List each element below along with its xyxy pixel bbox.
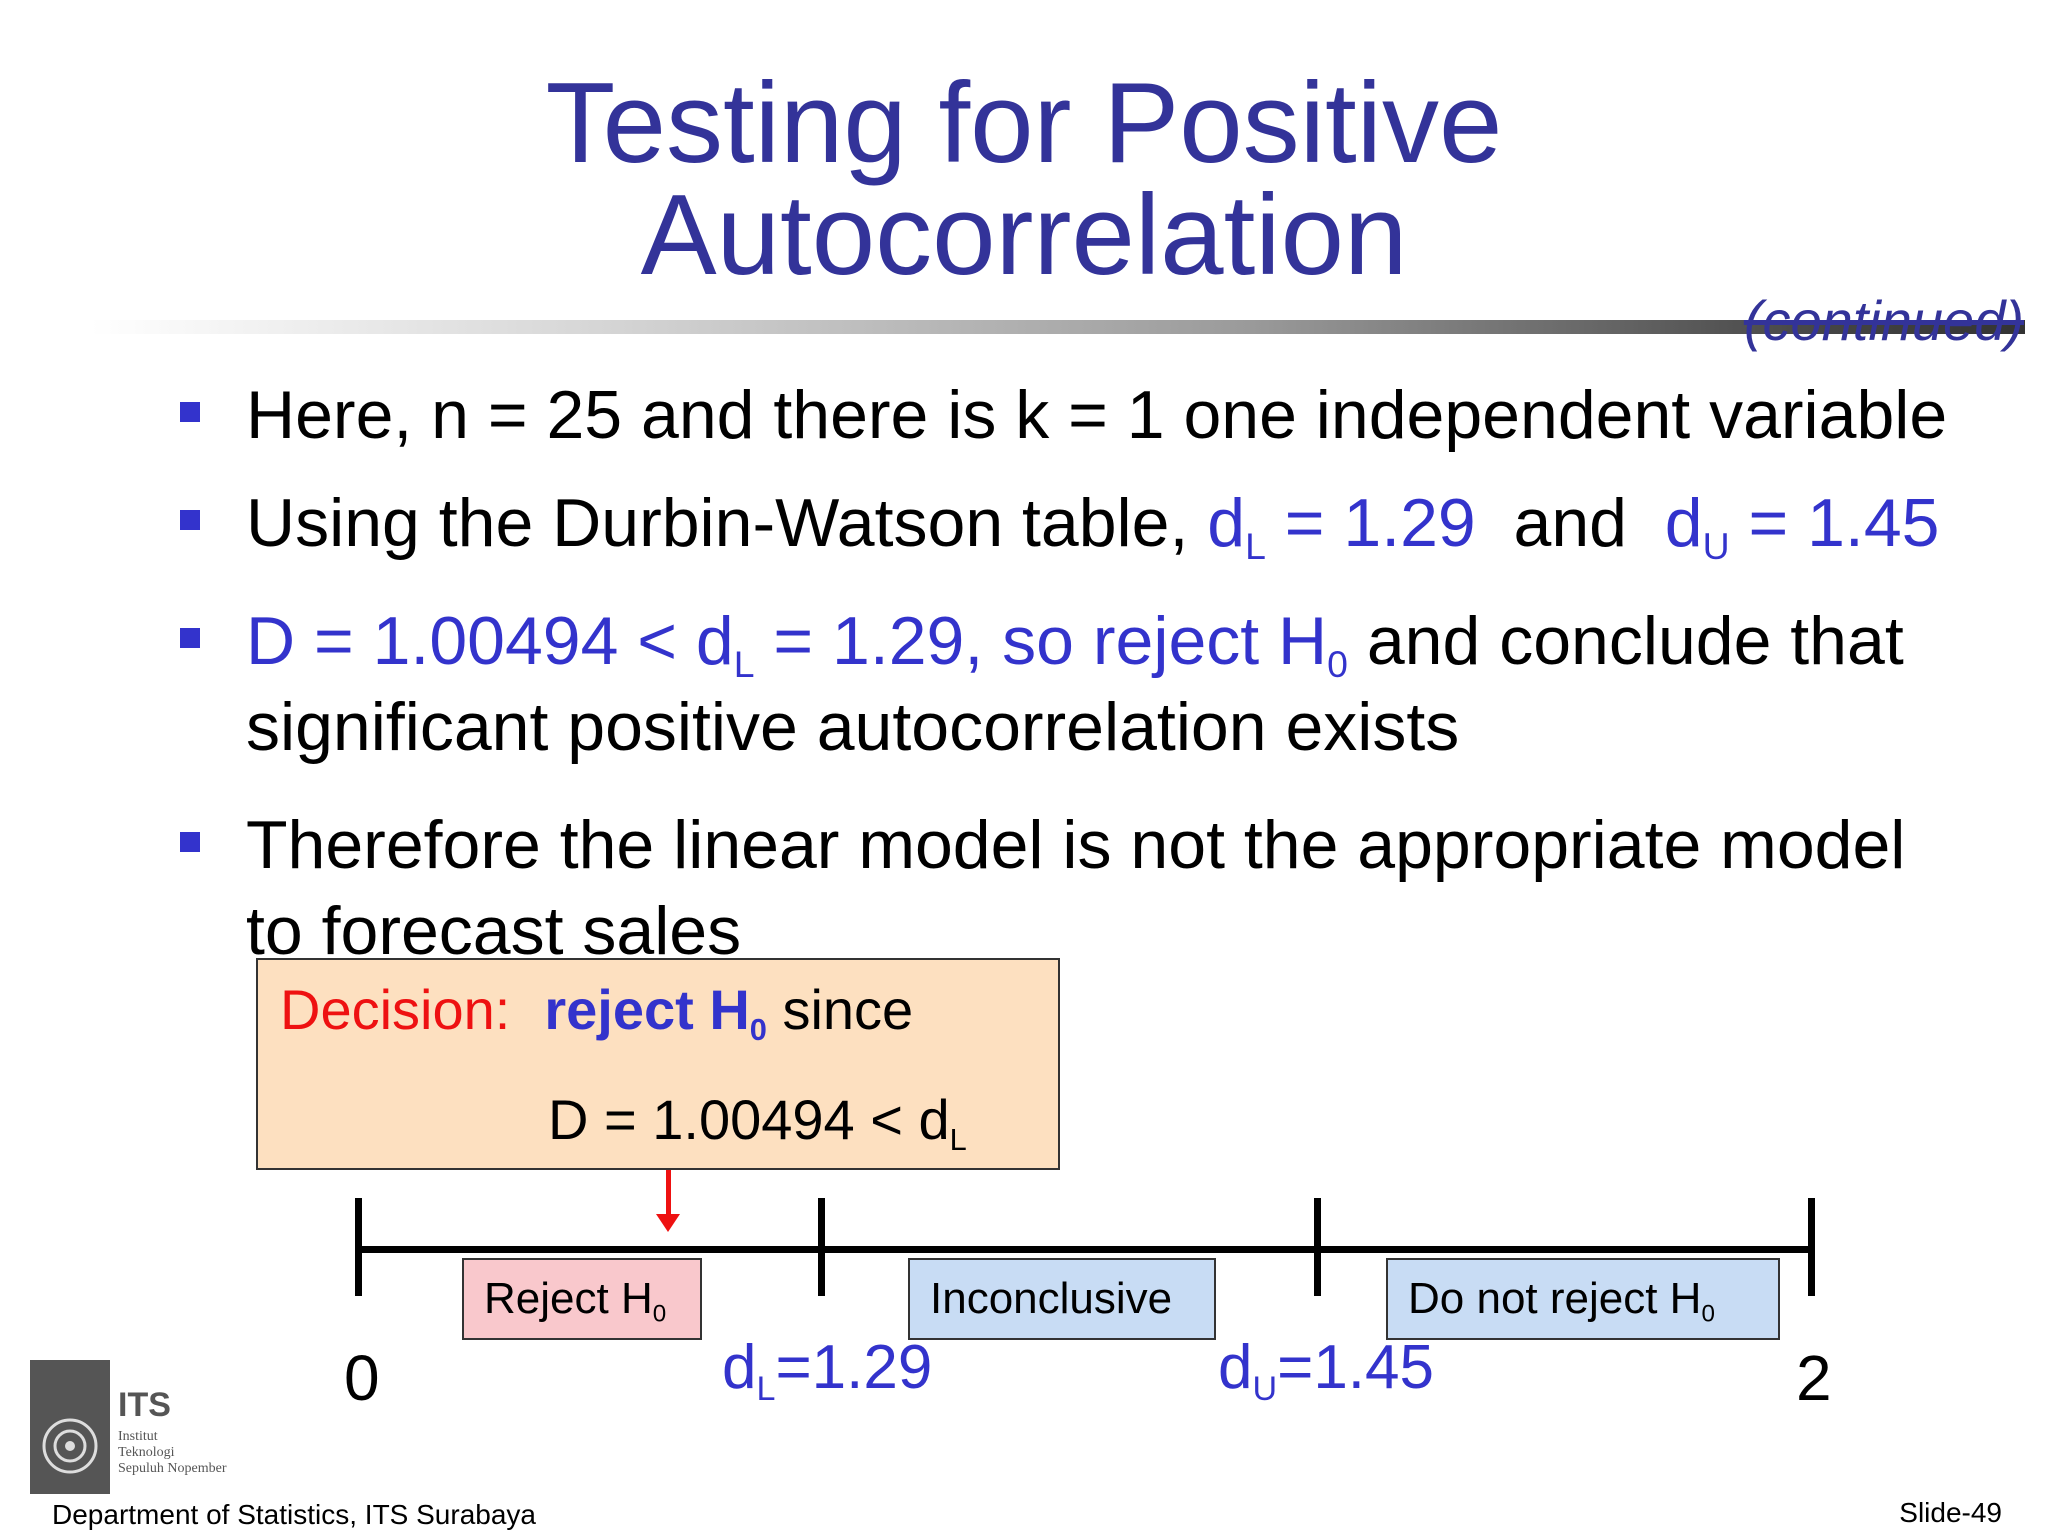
title-divider	[90, 320, 2025, 334]
bullet-item-1: Here, n = 25 and there is k = 1 one inde…	[180, 372, 2006, 458]
region-reject: Reject H0	[462, 1258, 702, 1340]
square-bullet-icon	[180, 402, 200, 422]
region-do-not-reject: Do not reject H0	[1386, 1258, 1780, 1340]
number-line-axis	[356, 1246, 1812, 1253]
region-inconclusive: Inconclusive	[908, 1258, 1216, 1340]
square-bullet-icon	[180, 510, 200, 530]
svg-text:Teknologi: Teknologi	[118, 1445, 175, 1460]
tick-two	[1808, 1198, 1815, 1296]
square-bullet-icon	[180, 832, 200, 852]
logo-mark: ITS	[118, 1386, 171, 1424]
decision-line-1: Decision: reject H0 since	[280, 978, 914, 1047]
decision-label: Decision:	[280, 978, 511, 1041]
du-value: dU = 1.45	[1664, 485, 1940, 568]
slide-number: Slide-49	[1899, 1497, 2002, 1528]
svg-text:Sepuluh Nopember: Sepuluh Nopember	[118, 1461, 227, 1476]
axis-label-du: dU=1.45	[1218, 1333, 1434, 1408]
continued-label: (continued)	[1743, 289, 2024, 352]
tick-dl	[818, 1198, 825, 1296]
axis-label-two: 2	[1796, 1342, 1832, 1414]
footer-department: Department of Statistics, ITS Surabaya	[52, 1499, 536, 1530]
title-line-1: Testing for Positive	[545, 60, 1503, 187]
axis-label-dl: dL=1.29	[722, 1333, 933, 1408]
arrow-down-icon	[656, 1214, 680, 1232]
bullet-item-3: D = 1.00494 < dL = 1.29, so reject H0 an…	[180, 598, 2006, 770]
statistic-arrow	[666, 1170, 671, 1218]
dl-value: dL = 1.29	[1207, 485, 1476, 568]
bullet-item-2: Using the Durbin-Watson table, dL = 1.29…	[180, 480, 2006, 568]
slide-title: Testing for Positive Autocorrelation	[0, 60, 2048, 299]
bullet-item-4: Therefore the linear model is not the ap…	[180, 802, 2006, 974]
test-statistic-statement: D = 1.00494 < dL = 1.29, so reject H0	[246, 603, 1348, 686]
its-logo: ITS Institut Teknologi Sepuluh Nopember	[30, 1360, 227, 1494]
tick-zero	[355, 1198, 362, 1296]
bullet-text: Here, n = 25 and there is k = 1 one inde…	[246, 377, 1948, 453]
decision-box: Decision: reject H0 since D = 1.00494 < d…	[256, 958, 1060, 1170]
square-bullet-icon	[180, 628, 200, 648]
bullet-text-line-2: significant positive autocorrelation exi…	[246, 689, 1460, 765]
bullet-text-line-2: to forecast sales	[246, 893, 742, 969]
svg-text:Institut: Institut	[118, 1429, 158, 1444]
decision-reject: reject H0	[544, 978, 767, 1047]
axis-label-zero: 0	[344, 1342, 380, 1414]
title-line-2: Autocorrelation	[640, 172, 1408, 299]
bullet-list: Here, n = 25 and there is k = 1 one inde…	[180, 372, 2006, 969]
bullet-text: Using the Durbin-Watson table,	[246, 485, 1208, 561]
decision-line-2: D = 1.00494 < dL	[548, 1088, 967, 1157]
tick-du	[1314, 1198, 1321, 1296]
bullet-text: Therefore the linear model is not the ap…	[246, 807, 1906, 883]
